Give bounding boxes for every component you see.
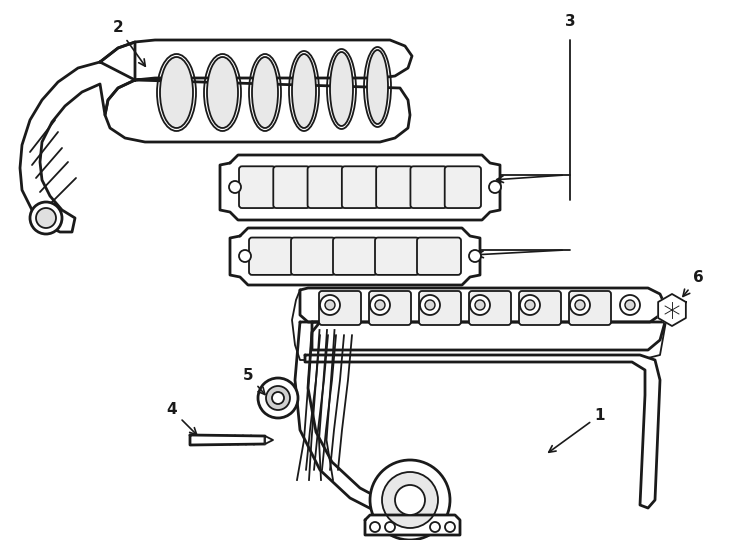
Circle shape [36, 208, 56, 228]
Polygon shape [365, 515, 460, 535]
FancyBboxPatch shape [308, 166, 344, 208]
FancyBboxPatch shape [376, 166, 413, 208]
FancyBboxPatch shape [375, 238, 419, 275]
Text: 1: 1 [549, 408, 606, 453]
Polygon shape [300, 288, 665, 322]
Circle shape [489, 181, 501, 193]
FancyBboxPatch shape [342, 166, 378, 208]
Circle shape [325, 300, 335, 310]
FancyBboxPatch shape [369, 291, 411, 325]
Circle shape [475, 300, 485, 310]
Ellipse shape [207, 57, 238, 128]
Text: 5: 5 [243, 368, 265, 395]
Text: 2: 2 [112, 21, 145, 66]
Circle shape [320, 295, 340, 315]
Circle shape [229, 181, 241, 193]
Circle shape [272, 392, 284, 404]
Circle shape [420, 295, 440, 315]
Circle shape [520, 295, 540, 315]
Circle shape [570, 295, 590, 315]
FancyBboxPatch shape [417, 238, 461, 275]
FancyBboxPatch shape [419, 291, 461, 325]
Polygon shape [100, 40, 412, 142]
Circle shape [266, 386, 290, 410]
Text: 3: 3 [564, 15, 575, 30]
Circle shape [575, 300, 585, 310]
FancyBboxPatch shape [249, 238, 293, 275]
Polygon shape [20, 42, 135, 232]
Circle shape [395, 485, 425, 515]
Polygon shape [190, 435, 265, 445]
Circle shape [375, 300, 385, 310]
Ellipse shape [330, 52, 353, 126]
Polygon shape [220, 155, 500, 220]
Ellipse shape [252, 57, 278, 128]
Ellipse shape [292, 54, 316, 128]
FancyBboxPatch shape [410, 166, 447, 208]
FancyBboxPatch shape [469, 291, 511, 325]
Polygon shape [265, 436, 273, 444]
Circle shape [370, 460, 450, 540]
Polygon shape [305, 355, 660, 508]
Circle shape [445, 522, 455, 532]
FancyBboxPatch shape [333, 238, 377, 275]
Circle shape [239, 250, 251, 262]
Ellipse shape [367, 50, 388, 124]
Circle shape [382, 472, 438, 528]
Polygon shape [292, 290, 668, 360]
Circle shape [469, 250, 481, 262]
FancyBboxPatch shape [519, 291, 561, 325]
FancyBboxPatch shape [273, 166, 310, 208]
Polygon shape [230, 228, 480, 285]
Text: 4: 4 [167, 402, 197, 435]
Circle shape [385, 522, 395, 532]
Circle shape [625, 300, 635, 310]
Circle shape [620, 295, 640, 315]
Circle shape [258, 378, 298, 418]
Polygon shape [312, 322, 665, 350]
Circle shape [525, 300, 535, 310]
FancyBboxPatch shape [445, 166, 481, 208]
Circle shape [430, 522, 440, 532]
Circle shape [370, 295, 390, 315]
Circle shape [425, 300, 435, 310]
Circle shape [470, 295, 490, 315]
Polygon shape [295, 322, 432, 522]
FancyBboxPatch shape [291, 238, 335, 275]
FancyBboxPatch shape [569, 291, 611, 325]
Ellipse shape [160, 57, 193, 128]
FancyBboxPatch shape [319, 291, 361, 325]
Circle shape [370, 522, 380, 532]
Polygon shape [658, 294, 686, 326]
FancyBboxPatch shape [239, 166, 275, 208]
Circle shape [30, 202, 62, 234]
Text: 6: 6 [683, 271, 703, 296]
